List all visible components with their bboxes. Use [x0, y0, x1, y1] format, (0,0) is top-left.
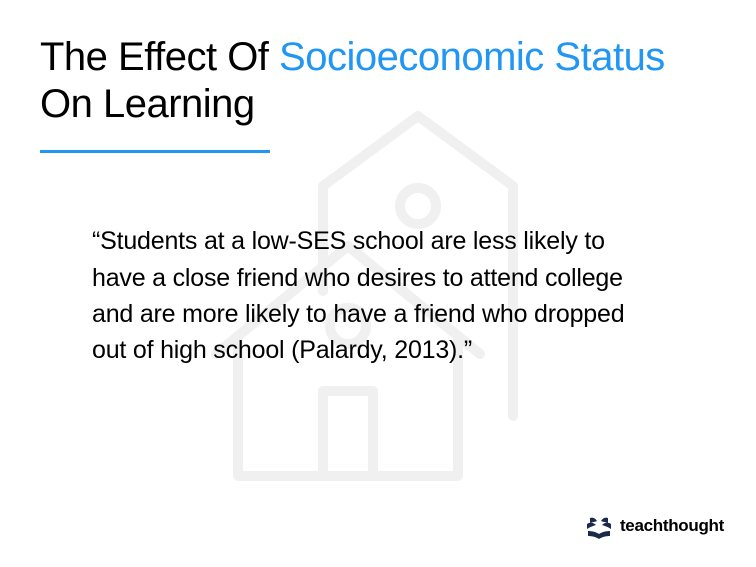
brand-logo: teachthought [584, 511, 724, 541]
brand-name: teachthought [620, 516, 724, 536]
title-part2: On Learning [40, 82, 255, 126]
title-accent: Socioeconomic Status [279, 35, 665, 79]
page-title: The Effect Of Socioeconomic Status On Le… [40, 34, 680, 128]
book-wings-icon [584, 511, 614, 541]
title-part1: The Effect Of [40, 35, 279, 79]
content-area: The Effect Of Socioeconomic Status On Le… [0, 0, 756, 368]
title-underline [40, 150, 270, 153]
quote-text: “Students at a low-SES school are less l… [92, 223, 657, 368]
